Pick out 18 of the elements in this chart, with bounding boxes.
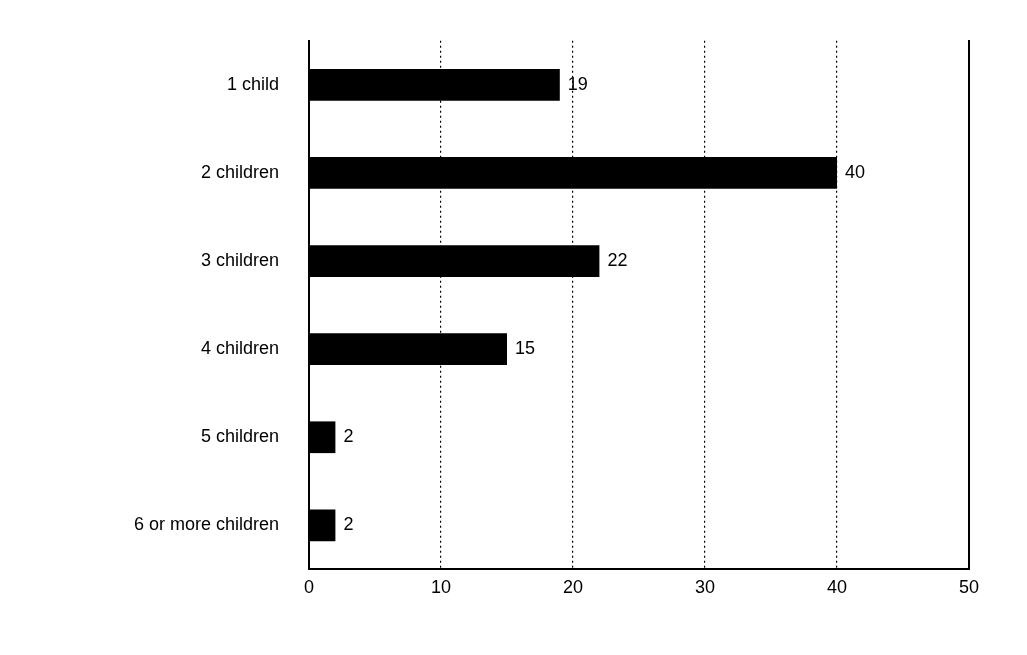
data-label: 15 — [515, 338, 536, 359]
y-tick-label: 3 children — [200, 250, 279, 271]
data-label: 40 — [845, 161, 866, 182]
data-label: 19 — [567, 73, 588, 94]
x-tick-label: 20 — [562, 577, 584, 598]
x-tick-label: 0 — [303, 577, 315, 598]
y-tick-label: 1 child — [226, 73, 279, 94]
y-tick-label: 4 children — [200, 338, 279, 359]
y-tick-label: 5 children — [200, 426, 279, 447]
y-tick-label: 2 children — [200, 161, 279, 182]
y-tick-label: 6 or more children — [133, 514, 279, 535]
data-label: 22 — [607, 250, 628, 271]
x-tick-label: 30 — [694, 577, 716, 598]
x-tick-label: 40 — [826, 577, 848, 598]
x-tick-label: 50 — [958, 577, 980, 598]
data-label: 2 — [343, 514, 354, 535]
data-label: 2 — [343, 426, 354, 447]
x-tick-label: 10 — [430, 577, 452, 598]
